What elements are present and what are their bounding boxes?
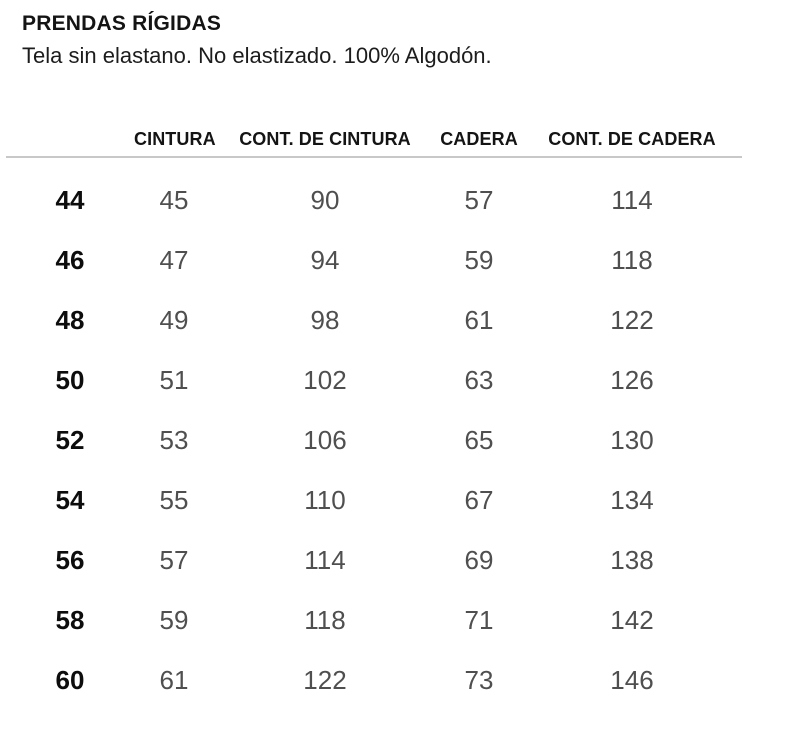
table-row: 46 47 94 59 118 [6, 230, 742, 290]
cadera-cell: 61 [464, 304, 494, 335]
table-row: 54 55 110 67 134 [6, 470, 742, 530]
page-subtitle: Tela sin elastano. No elastizado. 100% A… [22, 43, 492, 69]
cont-de-cadera-cell: 130 [610, 424, 654, 455]
cont-de-cintura-cell: 122 [303, 664, 347, 695]
column-header-cont-de-cintura: CONT. DE CINTURA [214, 121, 436, 159]
cadera-cell: 65 [464, 424, 494, 455]
cadera-cell: 73 [464, 664, 494, 695]
cadera-cell: 71 [464, 604, 494, 635]
size-cell: 46 [55, 244, 85, 275]
table-row: 56 57 114 69 138 [6, 530, 742, 590]
cont-de-cadera-cell: 146 [610, 664, 654, 695]
size-cell: 52 [55, 424, 85, 455]
size-table-head: CINTURA CONT. DE CINTURA CADERA CONT. DE… [6, 121, 742, 159]
cont-de-cintura-cell: 106 [303, 424, 347, 455]
table-row: 50 51 102 63 126 [6, 350, 742, 410]
page-title: PRENDAS RÍGIDAS [22, 12, 222, 35]
cintura-cell: 57 [159, 544, 189, 575]
cont-de-cintura-cell: 114 [304, 544, 346, 575]
cintura-cell: 55 [159, 484, 189, 515]
header-row: CINTURA CONT. DE CINTURA CADERA CONT. DE… [6, 121, 742, 159]
cont-de-cadera-cell: 122 [610, 304, 654, 335]
table-row: 60 61 122 73 146 [6, 650, 742, 710]
cont-de-cadera-cell: 114 [611, 184, 653, 215]
cont-de-cadera-cell: 142 [610, 604, 654, 635]
table-row: 58 59 118 71 142 [6, 590, 742, 650]
cont-de-cadera-cell: 118 [611, 244, 653, 275]
cintura-cell: 61 [159, 664, 189, 695]
cont-de-cintura-cell: 110 [304, 484, 346, 515]
column-header-cadera: CADERA [436, 121, 522, 159]
cadera-cell: 57 [464, 184, 494, 215]
cont-de-cintura-cell: 118 [304, 604, 346, 635]
cont-de-cadera-cell: 134 [610, 484, 654, 515]
cont-de-cintura-cell: 94 [310, 244, 340, 275]
cont-de-cintura-cell: 90 [310, 184, 340, 215]
size-table: CINTURA CONT. DE CINTURA CADERA CONT. DE… [6, 121, 742, 710]
column-header-cintura: CINTURA [134, 121, 216, 159]
cadera-cell: 63 [464, 364, 494, 395]
doc-header: PRENDAS RÍGIDAS Tela sin elastano. No el… [0, 0, 800, 69]
cintura-cell: 59 [159, 604, 189, 635]
cadera-cell: 67 [464, 484, 494, 515]
cadera-cell: 69 [464, 544, 494, 575]
size-cell: 54 [55, 484, 85, 515]
table-row: 48 49 98 61 122 [6, 290, 742, 350]
size-cell: 48 [55, 304, 85, 335]
size-cell: 58 [55, 604, 85, 635]
size-cell: 50 [55, 364, 85, 395]
column-header-cont-de-cadera: CONT. DE CADERA [522, 121, 742, 159]
cont-de-cintura-cell: 102 [303, 364, 347, 395]
size-column-header [6, 121, 134, 159]
cintura-cell: 51 [159, 364, 189, 395]
table-row: 44 45 90 57 114 [6, 157, 742, 230]
cintura-cell: 49 [159, 304, 189, 335]
cont-de-cadera-cell: 138 [610, 544, 654, 575]
cintura-cell: 47 [159, 244, 189, 275]
cadera-cell: 59 [464, 244, 494, 275]
size-cell: 60 [55, 664, 85, 695]
size-cell: 44 [55, 184, 85, 215]
size-table-body: 44 45 90 57 114 46 47 94 59 118 48 49 98… [6, 157, 742, 710]
cont-de-cadera-cell: 126 [610, 364, 654, 395]
size-cell: 56 [55, 544, 85, 575]
cont-de-cintura-cell: 98 [310, 304, 340, 335]
table-row: 52 53 106 65 130 [6, 410, 742, 470]
cintura-cell: 53 [159, 424, 189, 455]
cintura-cell: 45 [159, 184, 189, 215]
